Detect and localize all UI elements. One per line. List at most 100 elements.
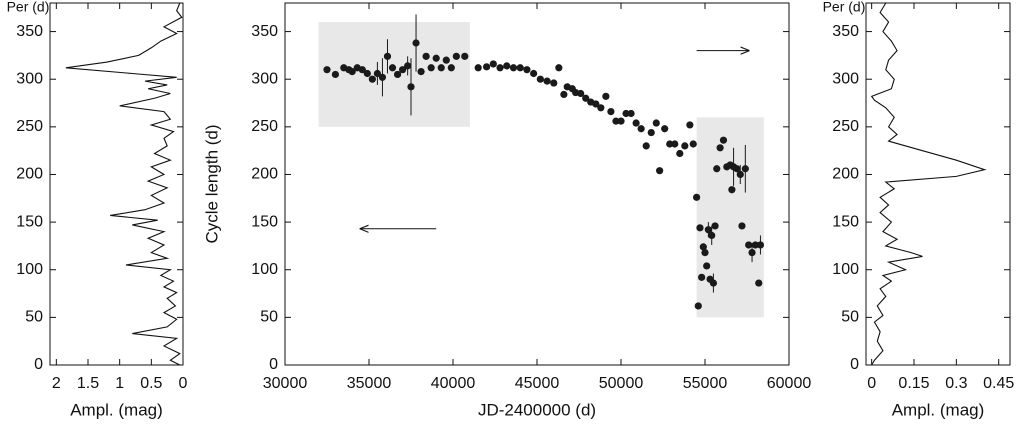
data-point xyxy=(703,262,711,270)
data-point xyxy=(489,60,497,68)
y-tick-label: 50 xyxy=(841,309,859,326)
data-point xyxy=(550,79,558,87)
data-point xyxy=(728,186,736,194)
data-point xyxy=(461,52,469,60)
data-point xyxy=(686,121,694,129)
data-point xyxy=(530,69,538,78)
data-point xyxy=(622,109,630,118)
data-point xyxy=(617,117,625,125)
data-point xyxy=(404,62,412,70)
x-tick-label: 1 xyxy=(115,375,124,392)
y-tick-label: 250 xyxy=(832,118,859,135)
shaded-region xyxy=(696,117,764,318)
x-tick-label: 55000 xyxy=(683,375,728,392)
y-tick-label: 200 xyxy=(16,166,43,183)
x-tick-label: 40000 xyxy=(431,375,476,392)
y-tick-label: 350 xyxy=(16,23,43,40)
data-point xyxy=(378,73,387,81)
data-point xyxy=(656,167,664,175)
data-point xyxy=(647,128,655,137)
y-tick-label: 200 xyxy=(832,166,859,183)
plot-frame xyxy=(49,2,184,366)
y-tick-label: 150 xyxy=(16,213,43,230)
data-point xyxy=(756,241,765,249)
data-point xyxy=(432,54,440,62)
data-point xyxy=(503,62,511,70)
y-tick-label: 250 xyxy=(251,118,278,135)
data-point xyxy=(748,248,756,257)
y-tick-label: 100 xyxy=(251,261,278,278)
data-point xyxy=(412,39,420,47)
data-point xyxy=(363,69,371,78)
data-point xyxy=(693,193,701,201)
plot-frame xyxy=(865,2,1011,366)
data-point xyxy=(399,66,407,74)
x-tick-label: 2 xyxy=(52,375,61,392)
data-point xyxy=(652,119,660,127)
data-point xyxy=(536,75,544,83)
data-point xyxy=(671,140,679,148)
x-axis-label: JD-2400000 (d) xyxy=(478,400,596,419)
data-point xyxy=(427,64,435,72)
spectrum-line xyxy=(65,2,183,366)
data-point xyxy=(331,70,339,79)
data-point xyxy=(704,226,712,234)
data-point xyxy=(523,66,531,74)
data-point xyxy=(708,231,716,240)
data-point xyxy=(577,89,585,98)
y-tick-label: 0 xyxy=(34,356,43,373)
y-tick-label: 200 xyxy=(251,166,278,183)
data-point xyxy=(696,224,704,232)
data-point xyxy=(632,119,640,127)
data-point xyxy=(733,165,741,173)
x-tick-label: 0.5 xyxy=(140,375,162,392)
x-tick-label: 60000 xyxy=(767,375,812,392)
data-point xyxy=(555,64,563,72)
x-axis-label: Ampl. (mag) xyxy=(892,400,985,419)
data-point xyxy=(348,67,356,76)
data-point xyxy=(422,52,430,60)
data-point xyxy=(407,83,415,91)
data-point xyxy=(582,94,590,102)
y-tick-label: 100 xyxy=(832,261,859,278)
y-tick-label: 300 xyxy=(16,70,43,87)
data-point xyxy=(698,273,706,281)
data-point xyxy=(637,125,645,133)
y-axis-label: Cycle length (d) xyxy=(202,124,221,243)
data-point xyxy=(666,140,674,148)
data-point xyxy=(452,52,460,60)
data-point xyxy=(323,66,331,74)
data-point xyxy=(383,52,392,60)
x-tick-label: 0 xyxy=(867,375,876,392)
data-point xyxy=(592,100,600,108)
data-point xyxy=(741,165,749,173)
data-point xyxy=(751,241,760,249)
x-tick-label: 0.15 xyxy=(898,375,929,392)
y-tick-label: 0 xyxy=(850,356,859,373)
data-point xyxy=(358,66,366,74)
data-point xyxy=(474,64,482,72)
data-point xyxy=(442,56,450,64)
data-point xyxy=(661,125,669,133)
data-point xyxy=(676,149,684,158)
data-point xyxy=(447,64,455,72)
data-point xyxy=(612,117,620,125)
x-tick-label: 0 xyxy=(179,375,188,392)
data-point xyxy=(642,142,650,150)
x-tick-label: 0.3 xyxy=(945,375,967,392)
x-tick-label: 30000 xyxy=(263,375,308,392)
data-point xyxy=(368,75,376,83)
data-point xyxy=(719,136,728,144)
data-point xyxy=(388,64,397,72)
data-point xyxy=(373,69,381,78)
x-tick-label: 0.45 xyxy=(983,375,1014,392)
data-point xyxy=(681,142,689,150)
data-point xyxy=(496,64,504,72)
y-tick-label: 300 xyxy=(832,70,859,87)
data-point xyxy=(627,109,635,118)
y-tick-label: 0 xyxy=(269,356,278,373)
data-point xyxy=(709,279,718,287)
x-tick-label: 50000 xyxy=(599,375,644,392)
data-point xyxy=(701,248,709,257)
